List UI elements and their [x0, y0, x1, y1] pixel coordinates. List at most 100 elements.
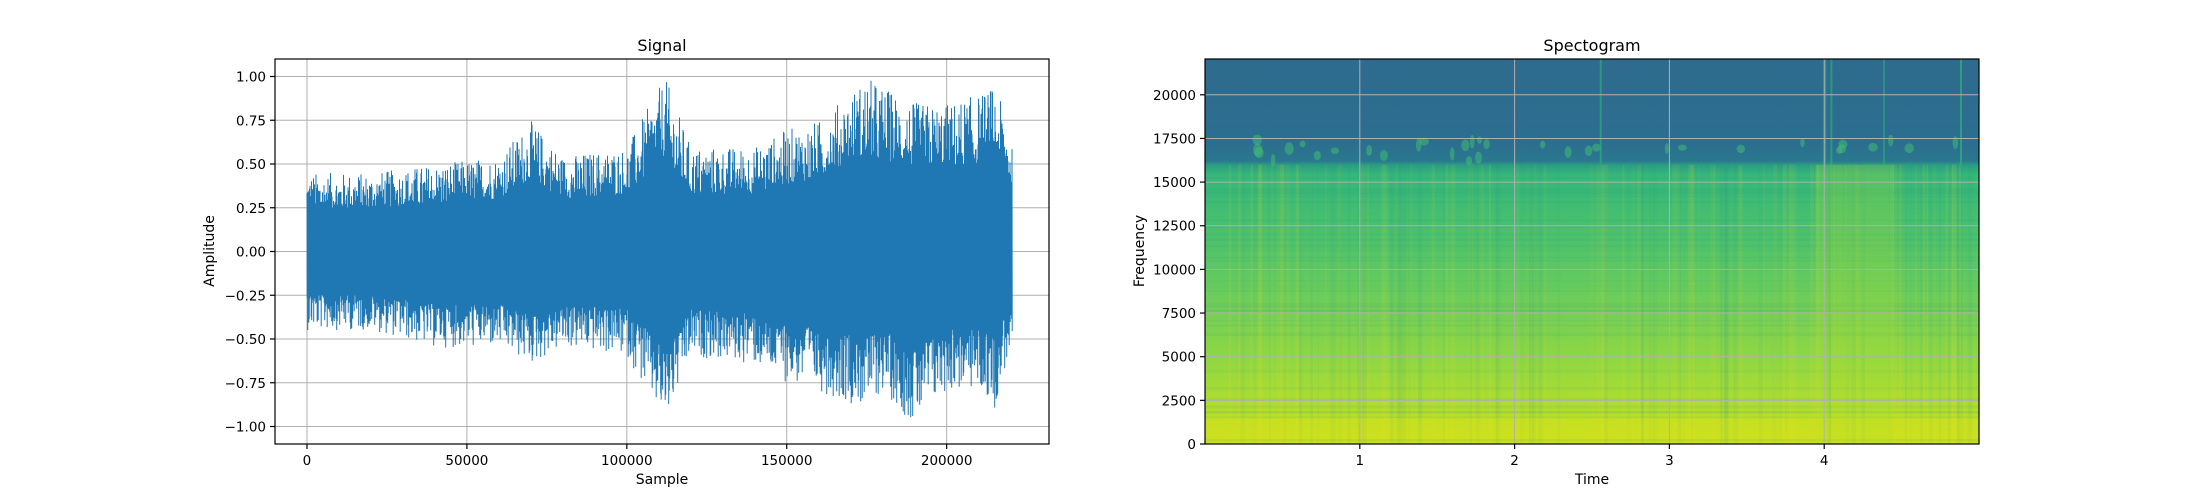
- spectrogram-band: [1205, 324, 1979, 327]
- spectrogram-streak: [1270, 164, 1273, 444]
- spectrogram-streak: [1481, 164, 1485, 444]
- spectrogram-streak: [1640, 164, 1644, 444]
- spectrogram-title: Spectogram: [1543, 36, 1640, 55]
- spectrogram-blob: [1736, 144, 1746, 154]
- spectrogram-y-tick-label: 20000: [1153, 88, 1196, 104]
- spectrogram-band: [1205, 244, 1979, 247]
- signal-y-axis-label: Amplitude: [202, 215, 218, 287]
- spectrogram-streak: [1383, 164, 1388, 444]
- spectrogram-band: [1205, 310, 1979, 313]
- spectrogram-streak: [1958, 164, 1962, 444]
- spectrogram-band: [1205, 192, 1979, 195]
- spectrogram-streak: [1683, 164, 1685, 444]
- spectrogram-streak: [1861, 164, 1865, 444]
- spectrogram-streak: [1677, 164, 1680, 444]
- spectrogram-low-band: [1205, 417, 1979, 444]
- spectrogram-transient: [1830, 59, 1833, 165]
- signal-y-ticks: −1.00 −0.75 −0.50 −0.25 0.00 0.25 0.50 0.75 1.00: [225, 70, 275, 436]
- spectrogram-blob: [1483, 139, 1490, 150]
- spectrogram-band: [1205, 331, 1979, 334]
- spectrogram-y-axis-label: Frequency: [1132, 215, 1148, 287]
- spectrogram-streak: [1977, 164, 1979, 444]
- spectrogram-streak: [1636, 164, 1642, 444]
- spectrogram-streak: [1690, 164, 1695, 444]
- spectrogram-streak: [1240, 164, 1245, 444]
- spectrogram-streak: [1945, 164, 1950, 444]
- spectrogram-streak: [1532, 164, 1536, 444]
- spectrogram-streak: [1809, 164, 1814, 444]
- spectrogram-streak: [1338, 164, 1342, 444]
- spectrogram-blob: [1465, 156, 1473, 166]
- spectrogram-streak: [1395, 164, 1401, 444]
- spectrogram-streak: [1888, 164, 1890, 444]
- spectrogram-streak: [1532, 164, 1536, 444]
- spectrogram-streak: [1698, 164, 1700, 444]
- spectrogram-streak: [1782, 164, 1787, 444]
- spectrogram-streak: [1920, 164, 1923, 444]
- spectrogram-streak: [1603, 164, 1609, 444]
- spectrogram-band: [1205, 267, 1979, 271]
- spectrogram-band: [1205, 398, 1979, 401]
- spectrogram-band: [1205, 387, 1979, 390]
- spectrogram-blob: [1330, 147, 1340, 155]
- spectrogram-streak: [1347, 164, 1351, 444]
- spectrogram-streak: [1830, 164, 1832, 444]
- spectrogram-band: [1205, 191, 1979, 195]
- spectrogram-band: [1205, 439, 1979, 442]
- spectrogram-x-tick-label: 2: [1510, 453, 1519, 469]
- spectrogram-streak: [1529, 164, 1534, 444]
- spectrogram-axes-frame: [1204, 58, 1980, 445]
- spectrogram-y-tick-label: 5000: [1162, 350, 1196, 366]
- signal-y-tick-label: 1.00: [236, 70, 266, 86]
- spectrogram-streak: [1956, 164, 1960, 444]
- spectrogram-streak: [1738, 164, 1743, 444]
- spectrogram-x-tick-label: 4: [1820, 453, 1829, 469]
- spectrogram-streak: [1450, 164, 1456, 444]
- signal-y-tick-label: −1.00: [225, 420, 266, 436]
- spectrogram-streak: [1672, 164, 1678, 444]
- spectrogram-streak: [1258, 164, 1263, 444]
- spectrogram-streak: [1788, 164, 1791, 444]
- spectrogram-streak: [1854, 164, 1860, 444]
- spectrogram-streak: [1632, 164, 1635, 444]
- spectrogram-blob: [1888, 134, 1894, 147]
- spectrogram-streak: [1758, 164, 1764, 444]
- spectrogram-streak: [1330, 164, 1336, 444]
- spectrogram-streak: [1389, 164, 1393, 444]
- spectrogram-blob: [1664, 143, 1669, 154]
- spectrogram-streak: [1228, 164, 1232, 444]
- spectrogram-streak: [1395, 164, 1399, 444]
- spectrogram-streak: [1733, 164, 1737, 444]
- spectrogram-streak: [1904, 164, 1907, 444]
- spectrogram-band: [1205, 238, 1979, 242]
- spectrogram-streak: [1688, 164, 1693, 444]
- spectrogram-band: [1205, 245, 1979, 248]
- spectrogram-streak: [1724, 164, 1728, 444]
- spectrogram-streak: [1762, 164, 1765, 444]
- signal-y-tick-label: 0.25: [236, 201, 266, 217]
- spectrogram-streak: [1605, 164, 1607, 444]
- spectrogram-image: [1205, 59, 1979, 444]
- spectrogram-burst: [1816, 164, 1894, 444]
- spectrogram-streak: [1926, 164, 1928, 444]
- spectrogram-blob: [1678, 144, 1687, 151]
- spectrogram-streak: [1737, 164, 1739, 444]
- spectrogram-band: [1205, 177, 1979, 179]
- spectrogram-streak: [1651, 164, 1655, 444]
- spectrogram-streak: [1317, 164, 1319, 444]
- spectrogram-streak: [1528, 164, 1530, 444]
- signal-x-tick-label: 100000: [601, 453, 653, 469]
- spectrogram-blob: [1904, 143, 1914, 154]
- spectrogram-y-tick-label: 7500: [1162, 306, 1196, 322]
- spectrogram-transient: [2095, 59, 2097, 165]
- spectrogram-band: [1205, 180, 1979, 183]
- spectrogram-streak: [1338, 164, 1342, 444]
- spectrogram-streak: [1469, 164, 1472, 444]
- spectrogram-streak: [1238, 164, 1242, 444]
- spectrogram-blob: [1449, 147, 1455, 161]
- spectrogram-streak: [1915, 164, 1917, 444]
- spectrogram-streak: [1845, 164, 1848, 444]
- spectrogram-band: [1205, 302, 1979, 306]
- spectrogram-streak: [1622, 164, 1625, 444]
